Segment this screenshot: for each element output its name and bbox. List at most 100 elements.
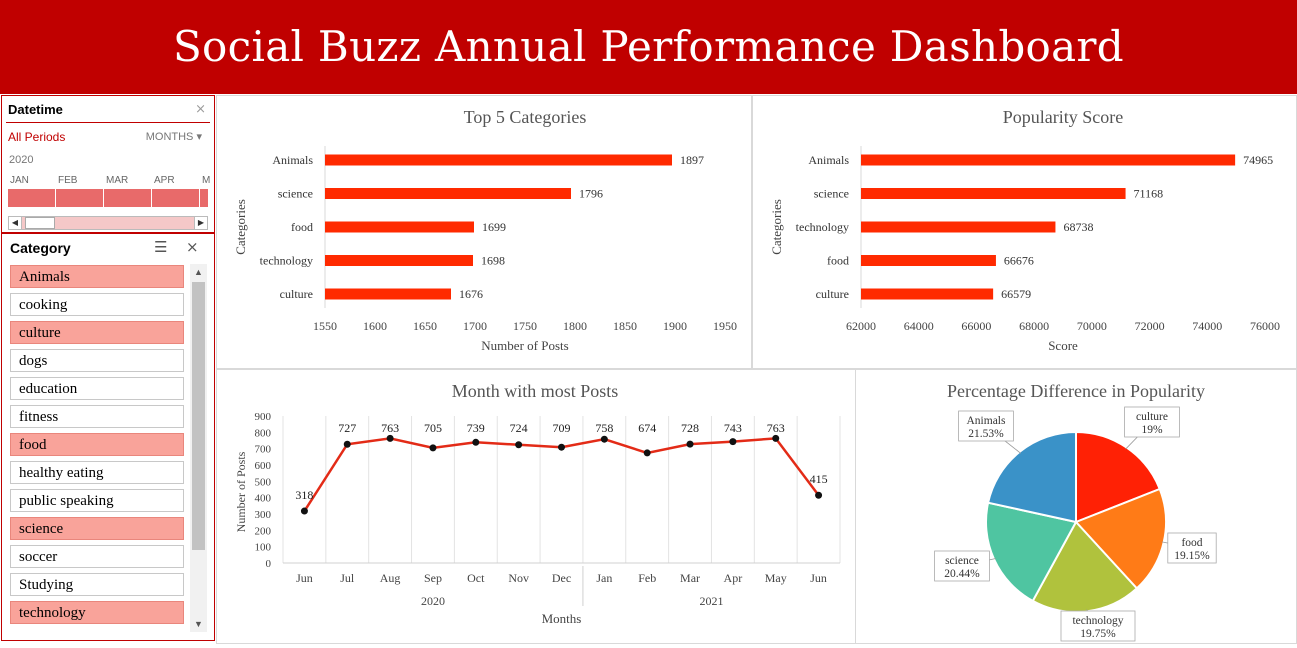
timeline-scrollbar[interactable]: ◀ ▶: [8, 216, 208, 230]
slice-label: technology: [1072, 615, 1123, 627]
data-label: 74965: [1243, 153, 1273, 167]
bar: [325, 188, 571, 199]
tick-label: 66000: [961, 319, 991, 333]
tick-label: 1700: [463, 319, 487, 333]
monthly-posts-panel: Month with most Posts 0 100 200 300 400 500 600…: [216, 369, 856, 644]
tick-label: 72000: [1135, 319, 1165, 333]
tick-label: Jun: [810, 571, 827, 585]
tick-label: 100: [255, 542, 272, 554]
category-scrollbar[interactable]: ▲ ▼: [190, 264, 207, 632]
data-point: [429, 444, 437, 452]
category-label: technology: [260, 254, 313, 268]
chart-title: Top 5 Categories: [464, 107, 587, 127]
category-item[interactable]: culture: [10, 321, 184, 344]
category-label: culture: [280, 287, 313, 301]
popularity-score-chart: Popularity Score Animals 74965 science 71168…: [769, 107, 1280, 353]
top-categories-panel: Top 5 Categories Animals 1897 science 1796 fo…: [216, 95, 752, 369]
time-level-label: MONTHS: [145, 131, 194, 143]
category-item[interactable]: technology: [10, 601, 184, 624]
clear-filter-icon[interactable]: ⨯: [195, 101, 206, 116]
category-label: science: [814, 187, 849, 201]
y-axis-label: Categories: [233, 199, 248, 255]
data-point: [343, 440, 351, 448]
x-axis-label: Number of Posts: [481, 338, 568, 353]
bar: [325, 221, 474, 233]
slice-label: culture: [1136, 411, 1168, 423]
data-label: 415: [810, 472, 828, 486]
slice-value: 20.44%: [944, 568, 980, 580]
data-label: 758: [595, 421, 613, 435]
data-point: [686, 440, 694, 448]
slice-value: 21.53%: [968, 428, 1004, 440]
data-label: 743: [724, 421, 742, 435]
scroll-thumb[interactable]: [25, 217, 55, 229]
tick-label: Dec: [552, 571, 571, 585]
category-item[interactable]: food: [10, 433, 184, 456]
category-label: Animals: [808, 153, 849, 167]
data-point: [643, 449, 651, 457]
tick-label: Sep: [424, 571, 442, 585]
data-point: [600, 435, 608, 443]
data-label: 705: [424, 421, 442, 435]
multi-select-icon[interactable]: ☰: [154, 239, 168, 256]
tick-label: 400: [255, 493, 272, 505]
scroll-thumb[interactable]: [192, 282, 205, 550]
tick-label: 64000: [904, 319, 934, 333]
data-point: [558, 443, 565, 451]
category-item[interactable]: healthy eating: [10, 461, 184, 484]
category-slicer[interactable]: Category ☰ ⨯ Animals cooking culture dogs ed…: [1, 233, 215, 641]
category-item[interactable]: soccer: [10, 545, 184, 568]
clear-filter-icon[interactable]: ⨯: [186, 239, 199, 256]
bar: [861, 188, 1126, 199]
tick-label: Oct: [467, 571, 485, 585]
scroll-down-icon[interactable]: ▼: [194, 619, 203, 629]
category-label: technology: [796, 220, 849, 234]
scroll-right-icon[interactable]: ▶: [194, 217, 207, 229]
tick-label: 70000: [1077, 319, 1107, 333]
label-box: [934, 550, 990, 582]
bar: [861, 154, 1236, 166]
tick-label: Apr: [724, 571, 743, 585]
scroll-up-icon[interactable]: ▲: [194, 267, 203, 277]
bar: [325, 288, 451, 300]
data-point: [386, 434, 394, 442]
tick-label: 700: [255, 444, 272, 456]
category-item[interactable]: Animals: [10, 265, 184, 288]
category-item[interactable]: cooking: [10, 293, 184, 316]
timeline-bar[interactable]: [8, 189, 208, 207]
data-label: 68738: [1063, 220, 1093, 234]
tick-label: 76000: [1250, 319, 1280, 333]
time-level-dropdown[interactable]: MONTHS ▾: [146, 130, 202, 143]
data-label: 1676: [459, 287, 483, 301]
tick-label: 800: [255, 427, 272, 439]
dashboard-header: Social Buzz Annual Performance Dashboard: [0, 0, 1297, 94]
tick-label: 200: [255, 525, 272, 537]
datetime-slicer[interactable]: Datetime ⨯ All Periods MONTHS ▾ 2020 JAN…: [1, 95, 215, 233]
scroll-left-icon[interactable]: ◀: [9, 217, 22, 229]
data-label: 674: [638, 421, 656, 435]
tick-label: 68000: [1019, 319, 1049, 333]
tick-label: 600: [255, 460, 272, 472]
tick-label: Nov: [508, 571, 529, 585]
category-item[interactable]: science: [10, 517, 184, 540]
tick-label: 900: [255, 411, 272, 423]
data-point: [300, 507, 308, 515]
category-item[interactable]: dogs: [10, 349, 184, 372]
data-label: 763: [381, 421, 399, 435]
category-item[interactable]: education: [10, 377, 184, 400]
dashboard-title: Social Buzz Annual Performance Dashboard: [172, 22, 1124, 71]
tick-label: 1950: [713, 319, 737, 333]
category-item[interactable]: fitness: [10, 405, 184, 428]
category-label: food: [827, 254, 849, 268]
data-point: [515, 441, 523, 449]
label-box: [1167, 532, 1217, 564]
data-label: 1698: [481, 254, 505, 268]
pie-slice: [986, 430, 1077, 524]
tick-label: Aug: [380, 571, 401, 585]
tick-label: Jun: [296, 571, 313, 585]
data-point: [772, 434, 780, 442]
category-item[interactable]: public speaking: [10, 489, 184, 512]
category-item[interactable]: Studying: [10, 573, 184, 596]
tick-label: 1900: [663, 319, 687, 333]
data-label: 1796: [579, 187, 603, 201]
